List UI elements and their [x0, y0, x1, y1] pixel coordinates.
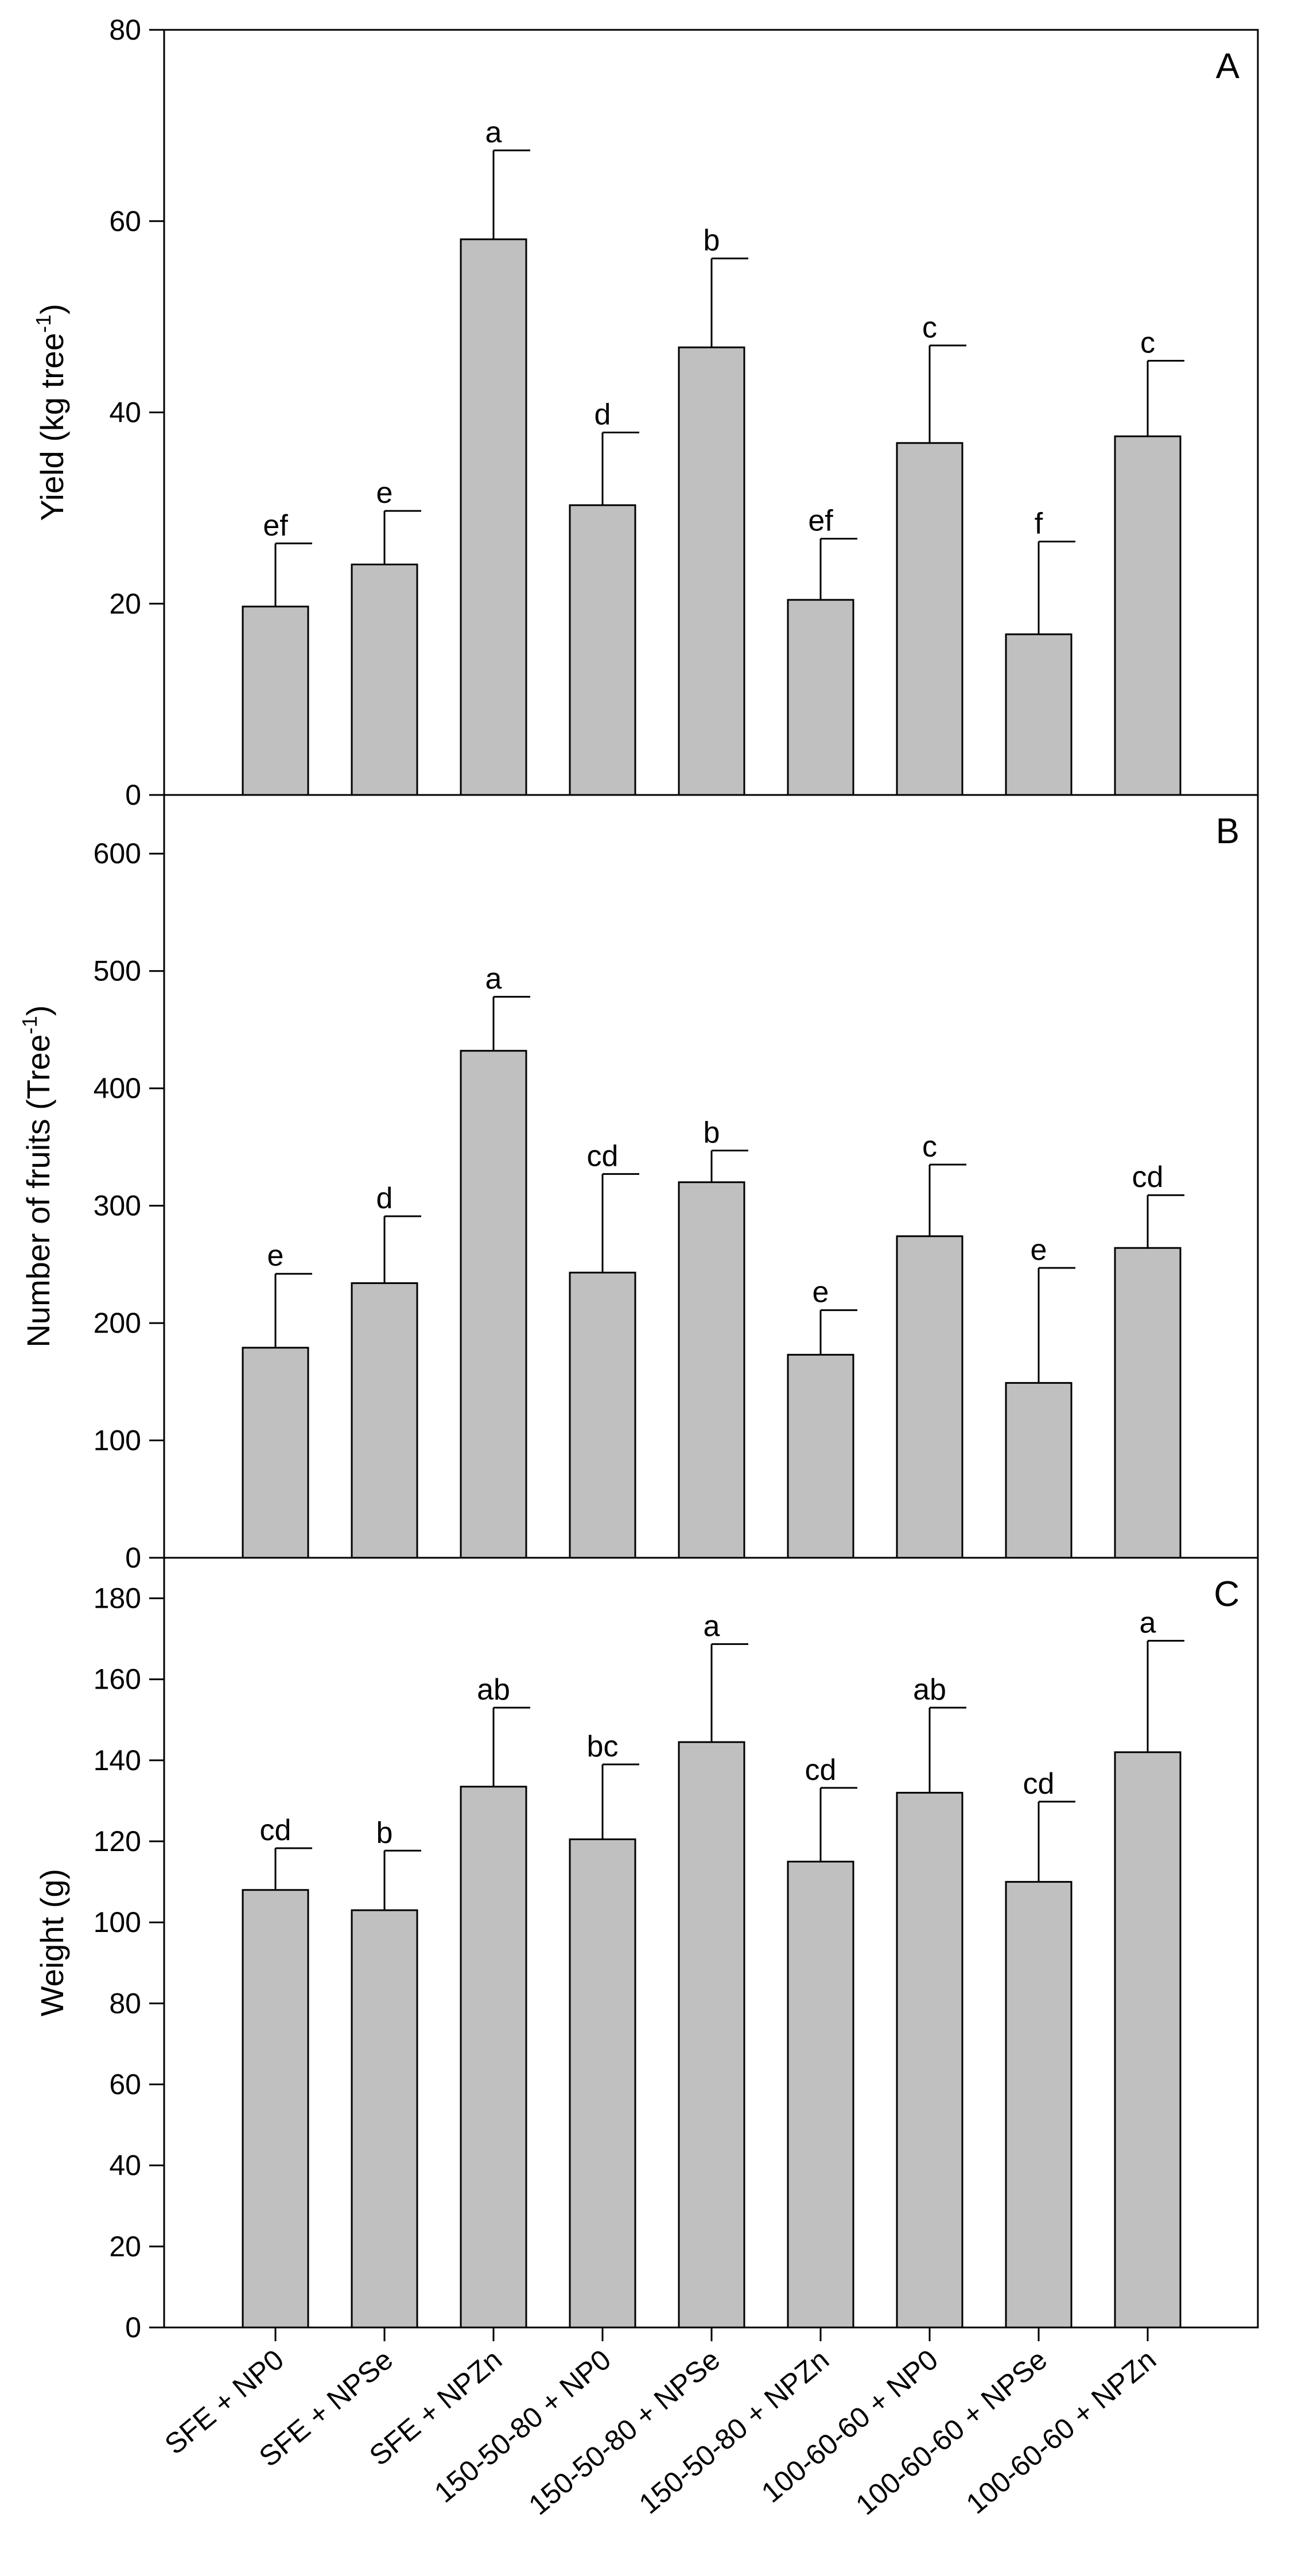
y-tick-label: 100 — [94, 1906, 141, 1938]
y-tick-label: 300 — [94, 1190, 141, 1222]
bar — [678, 346, 745, 796]
significance-letter: cd — [1132, 1161, 1164, 1194]
y-tick-label: 60 — [109, 2069, 141, 2101]
bar — [351, 1909, 418, 2329]
y-tick-label: 0 — [125, 1542, 141, 1574]
significance-letter: ab — [913, 1673, 946, 1706]
significance-letter: a — [485, 116, 502, 149]
significance-letter: cd — [805, 1753, 837, 1787]
bar — [1005, 633, 1073, 796]
y-tick-label: 600 — [94, 837, 141, 870]
significance-letter: b — [704, 224, 720, 257]
y-tick-label: 60 — [109, 205, 141, 237]
y-tick-label: 500 — [94, 955, 141, 987]
bar — [242, 1347, 309, 1559]
panel-B: e d a cd b e c e cd 0 100 200 300 400 500 600 B Number of… — [18, 794, 1259, 1574]
significance-letter: b — [704, 1116, 720, 1150]
bar — [896, 442, 963, 796]
significance-letter: c — [1140, 327, 1155, 360]
significance-letter: cd — [260, 1814, 292, 1847]
significance-letter: ab — [477, 1673, 510, 1706]
bar — [1005, 1881, 1073, 2329]
bar — [460, 1786, 527, 2329]
y-tick-label: 80 — [109, 14, 141, 46]
significance-letter: cd — [587, 1139, 619, 1173]
panels: ef e a d b ef c f c 0 20 40 60 80 A Yield (kg tree-1) e d… — [18, 14, 1259, 2521]
bar — [1114, 435, 1182, 796]
significance-letter: d — [376, 1182, 393, 1215]
y-tick-label: 120 — [94, 1825, 141, 1857]
bar — [787, 599, 854, 796]
bar — [678, 1741, 745, 2329]
y-tick-label: 20 — [109, 2230, 141, 2263]
y-tick-label: 180 — [94, 1582, 141, 1615]
significance-letter: bc — [587, 1730, 619, 1763]
significance-letter: d — [595, 398, 611, 431]
significance-letter: e — [1031, 1233, 1047, 1267]
y-axis-label: Number of fruits (Tree-1) — [18, 1005, 56, 1347]
panel-label: C — [1214, 1574, 1240, 1614]
bar — [896, 1791, 963, 2329]
y-tick-label: 20 — [109, 588, 141, 620]
bar — [569, 1271, 636, 1559]
significance-letter: b — [376, 1816, 393, 1849]
significance-letter: a — [485, 963, 502, 996]
significance-letter: c — [922, 1130, 937, 1163]
bar — [351, 1282, 418, 1559]
bar — [569, 1838, 636, 2329]
significance-letter: e — [267, 1239, 284, 1273]
significance-letter: ef — [808, 504, 833, 537]
bar — [460, 1050, 527, 1559]
y-tick-label: 400 — [94, 1072, 141, 1104]
significance-letter: a — [1140, 1607, 1156, 1640]
significance-letter: f — [1035, 507, 1043, 540]
significance-letter: c — [922, 311, 937, 344]
bar — [460, 238, 527, 796]
bar — [896, 1235, 963, 1559]
y-axis-label: Yield (kg tree-1) — [32, 304, 70, 521]
y-tick-label: 200 — [94, 1307, 141, 1339]
bar — [787, 1860, 854, 2329]
bar — [242, 606, 309, 796]
y-tick-label: 80 — [109, 1987, 141, 2019]
bar — [787, 1353, 854, 1559]
significance-letter: e — [376, 476, 393, 510]
y-axis-label: Weight (g) — [34, 1869, 70, 2016]
significance-letter: e — [813, 1276, 829, 1309]
bar — [351, 563, 418, 796]
bar — [242, 1889, 309, 2329]
panel-label: B — [1216, 812, 1240, 851]
panel-A: ef e a d b ef c f c 0 20 40 60 80 A Yield (kg tree-1) — [32, 14, 1259, 811]
y-tick-label: 140 — [94, 1744, 141, 1776]
bar — [678, 1181, 745, 1559]
significance-letter: cd — [1023, 1767, 1055, 1801]
significance-letter: ef — [263, 509, 288, 542]
y-tick-label: 40 — [109, 397, 141, 429]
bar — [569, 504, 636, 796]
significance-letter: a — [704, 1609, 720, 1643]
bar — [1005, 1382, 1073, 1559]
y-tick-label: 0 — [125, 2311, 141, 2344]
y-tick-label: 40 — [109, 2150, 141, 2182]
panel-label: A — [1216, 46, 1240, 86]
bar — [1114, 1247, 1182, 1559]
y-tick-label: 160 — [94, 1663, 141, 1696]
y-tick-label: 100 — [94, 1425, 141, 1457]
bar — [1114, 1751, 1182, 2329]
y-tick-label: 0 — [125, 779, 141, 811]
